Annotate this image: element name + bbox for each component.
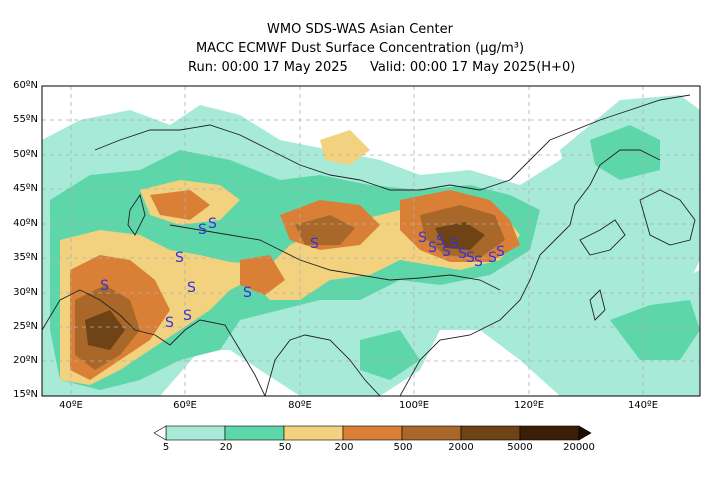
map-frame — [41, 85, 701, 397]
storm-symbol: S — [243, 285, 252, 301]
colorbar-label: 5 — [162, 442, 170, 453]
colorbar-swatch — [165, 425, 226, 441]
storm-symbol: S — [450, 236, 459, 252]
coastlines — [42, 94, 696, 396]
colorbar-min-arrow — [153, 425, 167, 441]
lat-label: 55ºN — [13, 114, 38, 125]
lon-label: 60ºE — [173, 400, 197, 411]
lat-label: 50ºN — [13, 149, 38, 160]
colorbar-label: 200 — [334, 442, 354, 453]
storm-symbol: S — [474, 254, 483, 270]
valid-time: Valid: 00:00 17 May 2025(H+0) — [370, 60, 576, 75]
colorbar — [153, 425, 592, 441]
lon-label: 140ºE — [627, 400, 659, 411]
storm-symbol: S — [165, 315, 174, 331]
storm-symbol: S — [418, 230, 427, 246]
title-line-1: WMO SDS-WAS Asian Center — [267, 22, 453, 37]
storm-symbol: S — [310, 236, 319, 252]
storm-symbol: S — [466, 250, 475, 266]
storm-symbol: S — [428, 240, 437, 256]
lon-label: 120ºE — [513, 400, 545, 411]
storm-symbol: S — [187, 280, 196, 296]
colorbar-swatch — [460, 425, 521, 441]
graticule — [42, 86, 700, 396]
colorbar-label: 20 — [219, 442, 233, 453]
colorbar-label: 5000 — [507, 442, 533, 453]
storm-symbol: S — [183, 308, 192, 324]
storm-symbol: S — [436, 233, 445, 249]
storm-symbol: S — [175, 250, 184, 266]
title-line-2: MACC ECMWF Dust Surface Concentration (μ… — [195, 41, 525, 56]
colorbar-swatch — [519, 425, 580, 441]
colorbar-max-arrow — [578, 425, 592, 441]
colorbar-label: 500 — [393, 442, 413, 453]
colorbar-swatch — [283, 425, 344, 441]
colorbar-label: 2000 — [448, 442, 474, 453]
colorbar-swatch — [224, 425, 285, 441]
storm-symbol: S — [208, 216, 217, 232]
storm-symbol: S — [496, 244, 505, 260]
lat-label: 60ºN — [13, 80, 38, 91]
storm-symbol: S — [458, 246, 467, 262]
run-time: Run: 00:00 17 May 2025 — [188, 60, 348, 75]
storm-symbol: S — [442, 244, 451, 260]
lat-label: 20ºN — [13, 355, 38, 366]
colorbar-swatch — [342, 425, 403, 441]
dust-2000-5000-layer — [85, 222, 485, 350]
lat-label: 35ºN — [13, 252, 38, 263]
lat-label: 30ºN — [13, 287, 38, 298]
lat-label: 15ºN — [13, 389, 38, 400]
storm-symbol: S — [100, 278, 109, 294]
lon-label: 100ºE — [398, 400, 430, 411]
colorbar-label: 20000 — [563, 442, 595, 453]
lat-label: 45ºN — [13, 183, 38, 194]
lon-label: 80ºE — [288, 400, 312, 411]
lat-label: 25ºN — [13, 321, 38, 332]
lon-label: 40ºE — [59, 400, 83, 411]
storm-symbol: S — [198, 222, 207, 238]
colorbar-swatch — [401, 425, 462, 441]
lat-label: 40ºN — [13, 218, 38, 229]
storm-symbol: S — [488, 250, 497, 266]
colorbar-label: 50 — [278, 442, 292, 453]
dust-storm-symbols: S S S S S S S S S S S S S S S S S S S — [100, 216, 505, 331]
map-area: S S S S S S S S S S S S S S S S S S S — [42, 86, 700, 396]
